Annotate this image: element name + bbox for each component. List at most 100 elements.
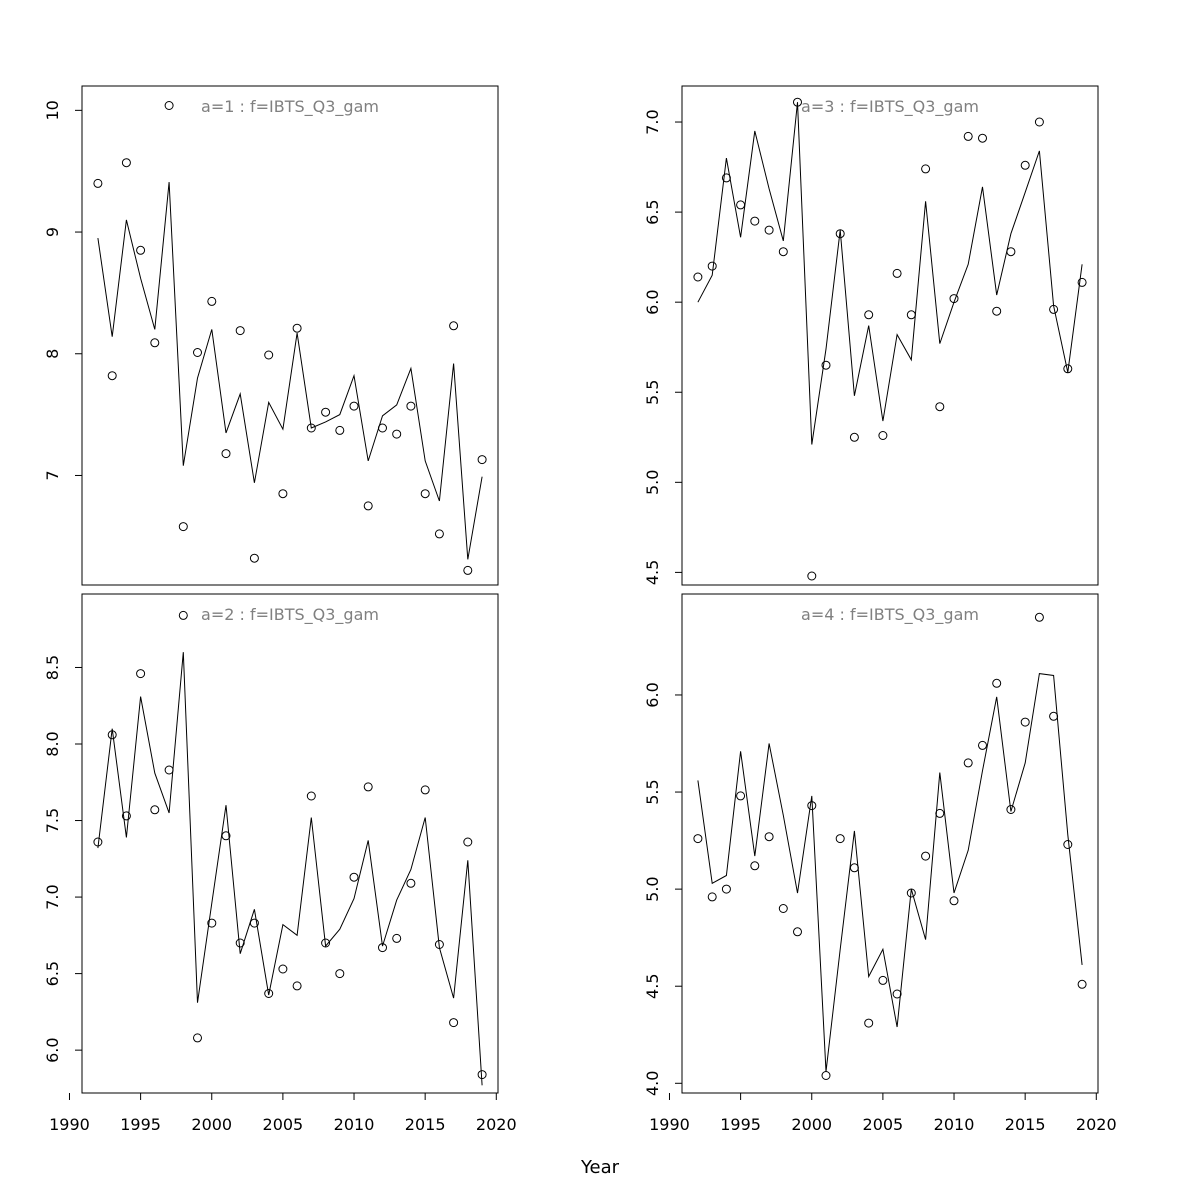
observed-point xyxy=(235,326,245,336)
observed-point xyxy=(392,933,402,943)
observed-point xyxy=(963,758,973,768)
observed-point xyxy=(821,360,831,370)
observed-point xyxy=(363,782,373,792)
x-axis-label: Year xyxy=(580,1157,620,1178)
observed-point xyxy=(978,133,987,143)
y-tick-label: 8 xyxy=(43,349,62,359)
observed-point xyxy=(449,1018,459,1028)
observed-point xyxy=(693,272,703,282)
observed-point xyxy=(707,261,717,271)
x-tick-label: 2015 xyxy=(1005,1115,1046,1134)
observed-point xyxy=(693,834,703,844)
observed-point xyxy=(778,904,788,913)
observed-point xyxy=(306,791,316,801)
panel-3: a=2 : f=IBTS_Q3_gam 6.0 6.5 7.0 7.5 8.0 8.5 199… xyxy=(43,593,517,1134)
observed-point xyxy=(1077,979,1087,989)
observed-point xyxy=(1049,711,1059,721)
observed-point xyxy=(992,678,1002,688)
observed-point xyxy=(349,872,359,882)
observed-point xyxy=(1063,840,1073,849)
x-tick-label: 1990 xyxy=(649,1115,690,1134)
y-tick-label: 6.0 xyxy=(643,682,662,707)
panel-2: a=3 : f=IBTS_Q3_gam 4.5 5.0 5.5 6.0 6.5 7.0 xyxy=(643,85,1099,586)
y-tick-label: 5.5 xyxy=(643,380,662,405)
observed-point xyxy=(150,805,160,815)
y-tick-label: 7.0 xyxy=(43,884,62,909)
observed-point xyxy=(278,964,288,974)
observed-point xyxy=(1034,117,1044,127)
observed-point xyxy=(864,310,874,320)
observed-point xyxy=(207,296,217,306)
observed-point xyxy=(849,863,859,873)
x-tick-label: 2005 xyxy=(263,1115,304,1134)
observed-point xyxy=(221,449,231,459)
y-tick-label: 6.5 xyxy=(43,961,62,986)
observed-point xyxy=(1006,247,1016,257)
y-tick-label: 6.5 xyxy=(643,199,662,224)
observed-point xyxy=(821,1071,831,1080)
y-tick-label: 7 xyxy=(43,470,62,480)
observed-point xyxy=(793,927,802,937)
y-tick-label: 7.5 xyxy=(43,808,62,833)
fitted-line xyxy=(697,102,1083,445)
x-tick-label: 1995 xyxy=(120,1115,161,1134)
observed-point xyxy=(835,229,845,239)
observed-point xyxy=(935,402,945,412)
observed-point xyxy=(178,610,188,620)
observed-point xyxy=(406,878,416,888)
observed-point xyxy=(321,938,331,948)
panel-title: a=3 : f=IBTS_Q3_gam xyxy=(801,97,979,117)
x-tick-label: 2005 xyxy=(863,1115,904,1134)
observed-point xyxy=(878,975,888,985)
y-tick-label: 9 xyxy=(43,227,62,237)
observed-point xyxy=(963,131,973,141)
observed-point xyxy=(136,669,146,679)
observed-point xyxy=(750,861,760,871)
observed-point xyxy=(121,811,131,821)
observed-point xyxy=(1020,717,1030,727)
y-tick-label: 5.0 xyxy=(643,876,662,901)
observed-point xyxy=(207,918,217,928)
observed-point xyxy=(278,489,288,499)
observed-point xyxy=(264,989,274,998)
observed-point xyxy=(463,837,473,847)
x-tick-label: 2015 xyxy=(405,1115,446,1134)
observed-point xyxy=(193,348,202,357)
observed-point xyxy=(736,200,746,210)
x-tick-label: 2020 xyxy=(476,1115,517,1134)
plot-frame xyxy=(681,85,1099,586)
observed-point xyxy=(1006,805,1016,814)
observed-point xyxy=(707,892,717,902)
x-tick-label: 2020 xyxy=(1076,1115,1117,1134)
y-tick-label: 6.0 xyxy=(643,289,662,314)
observed-point xyxy=(892,268,902,278)
observed-point xyxy=(463,565,473,575)
y-tick-label: 4.0 xyxy=(643,1071,662,1096)
observed-point xyxy=(292,323,302,333)
observed-point xyxy=(349,401,359,411)
y-tick-label: 7.0 xyxy=(643,109,662,134)
observed-point xyxy=(778,247,788,257)
observed-point xyxy=(420,489,430,499)
observed-point xyxy=(1020,160,1030,170)
observed-point xyxy=(921,164,931,174)
observed-point xyxy=(978,740,987,750)
observed-point xyxy=(93,178,103,188)
observed-point xyxy=(477,1070,487,1080)
observed-point xyxy=(849,432,859,442)
observed-point xyxy=(1077,277,1087,287)
observed-point xyxy=(921,851,931,861)
observed-point xyxy=(249,553,259,563)
x-tick-label: 2010 xyxy=(934,1115,975,1134)
x-tick-label: 1995 xyxy=(720,1115,761,1134)
y-tick-label: 5.0 xyxy=(643,470,662,495)
observed-point xyxy=(864,1018,874,1028)
observed-point xyxy=(949,896,959,906)
observed-point xyxy=(136,245,146,255)
x-tick-label: 2000 xyxy=(791,1115,832,1134)
observed-point xyxy=(335,425,345,435)
panel-1: a=1 : f=IBTS_Q3_gam 7 8 9 10 xyxy=(43,85,499,586)
panel-4: a=4 : f=IBTS_Q3_gam 4.0 4.5 5.0 5.5 6.0 1990 19… xyxy=(643,593,1117,1134)
y-tick-label: 10 xyxy=(43,100,62,120)
